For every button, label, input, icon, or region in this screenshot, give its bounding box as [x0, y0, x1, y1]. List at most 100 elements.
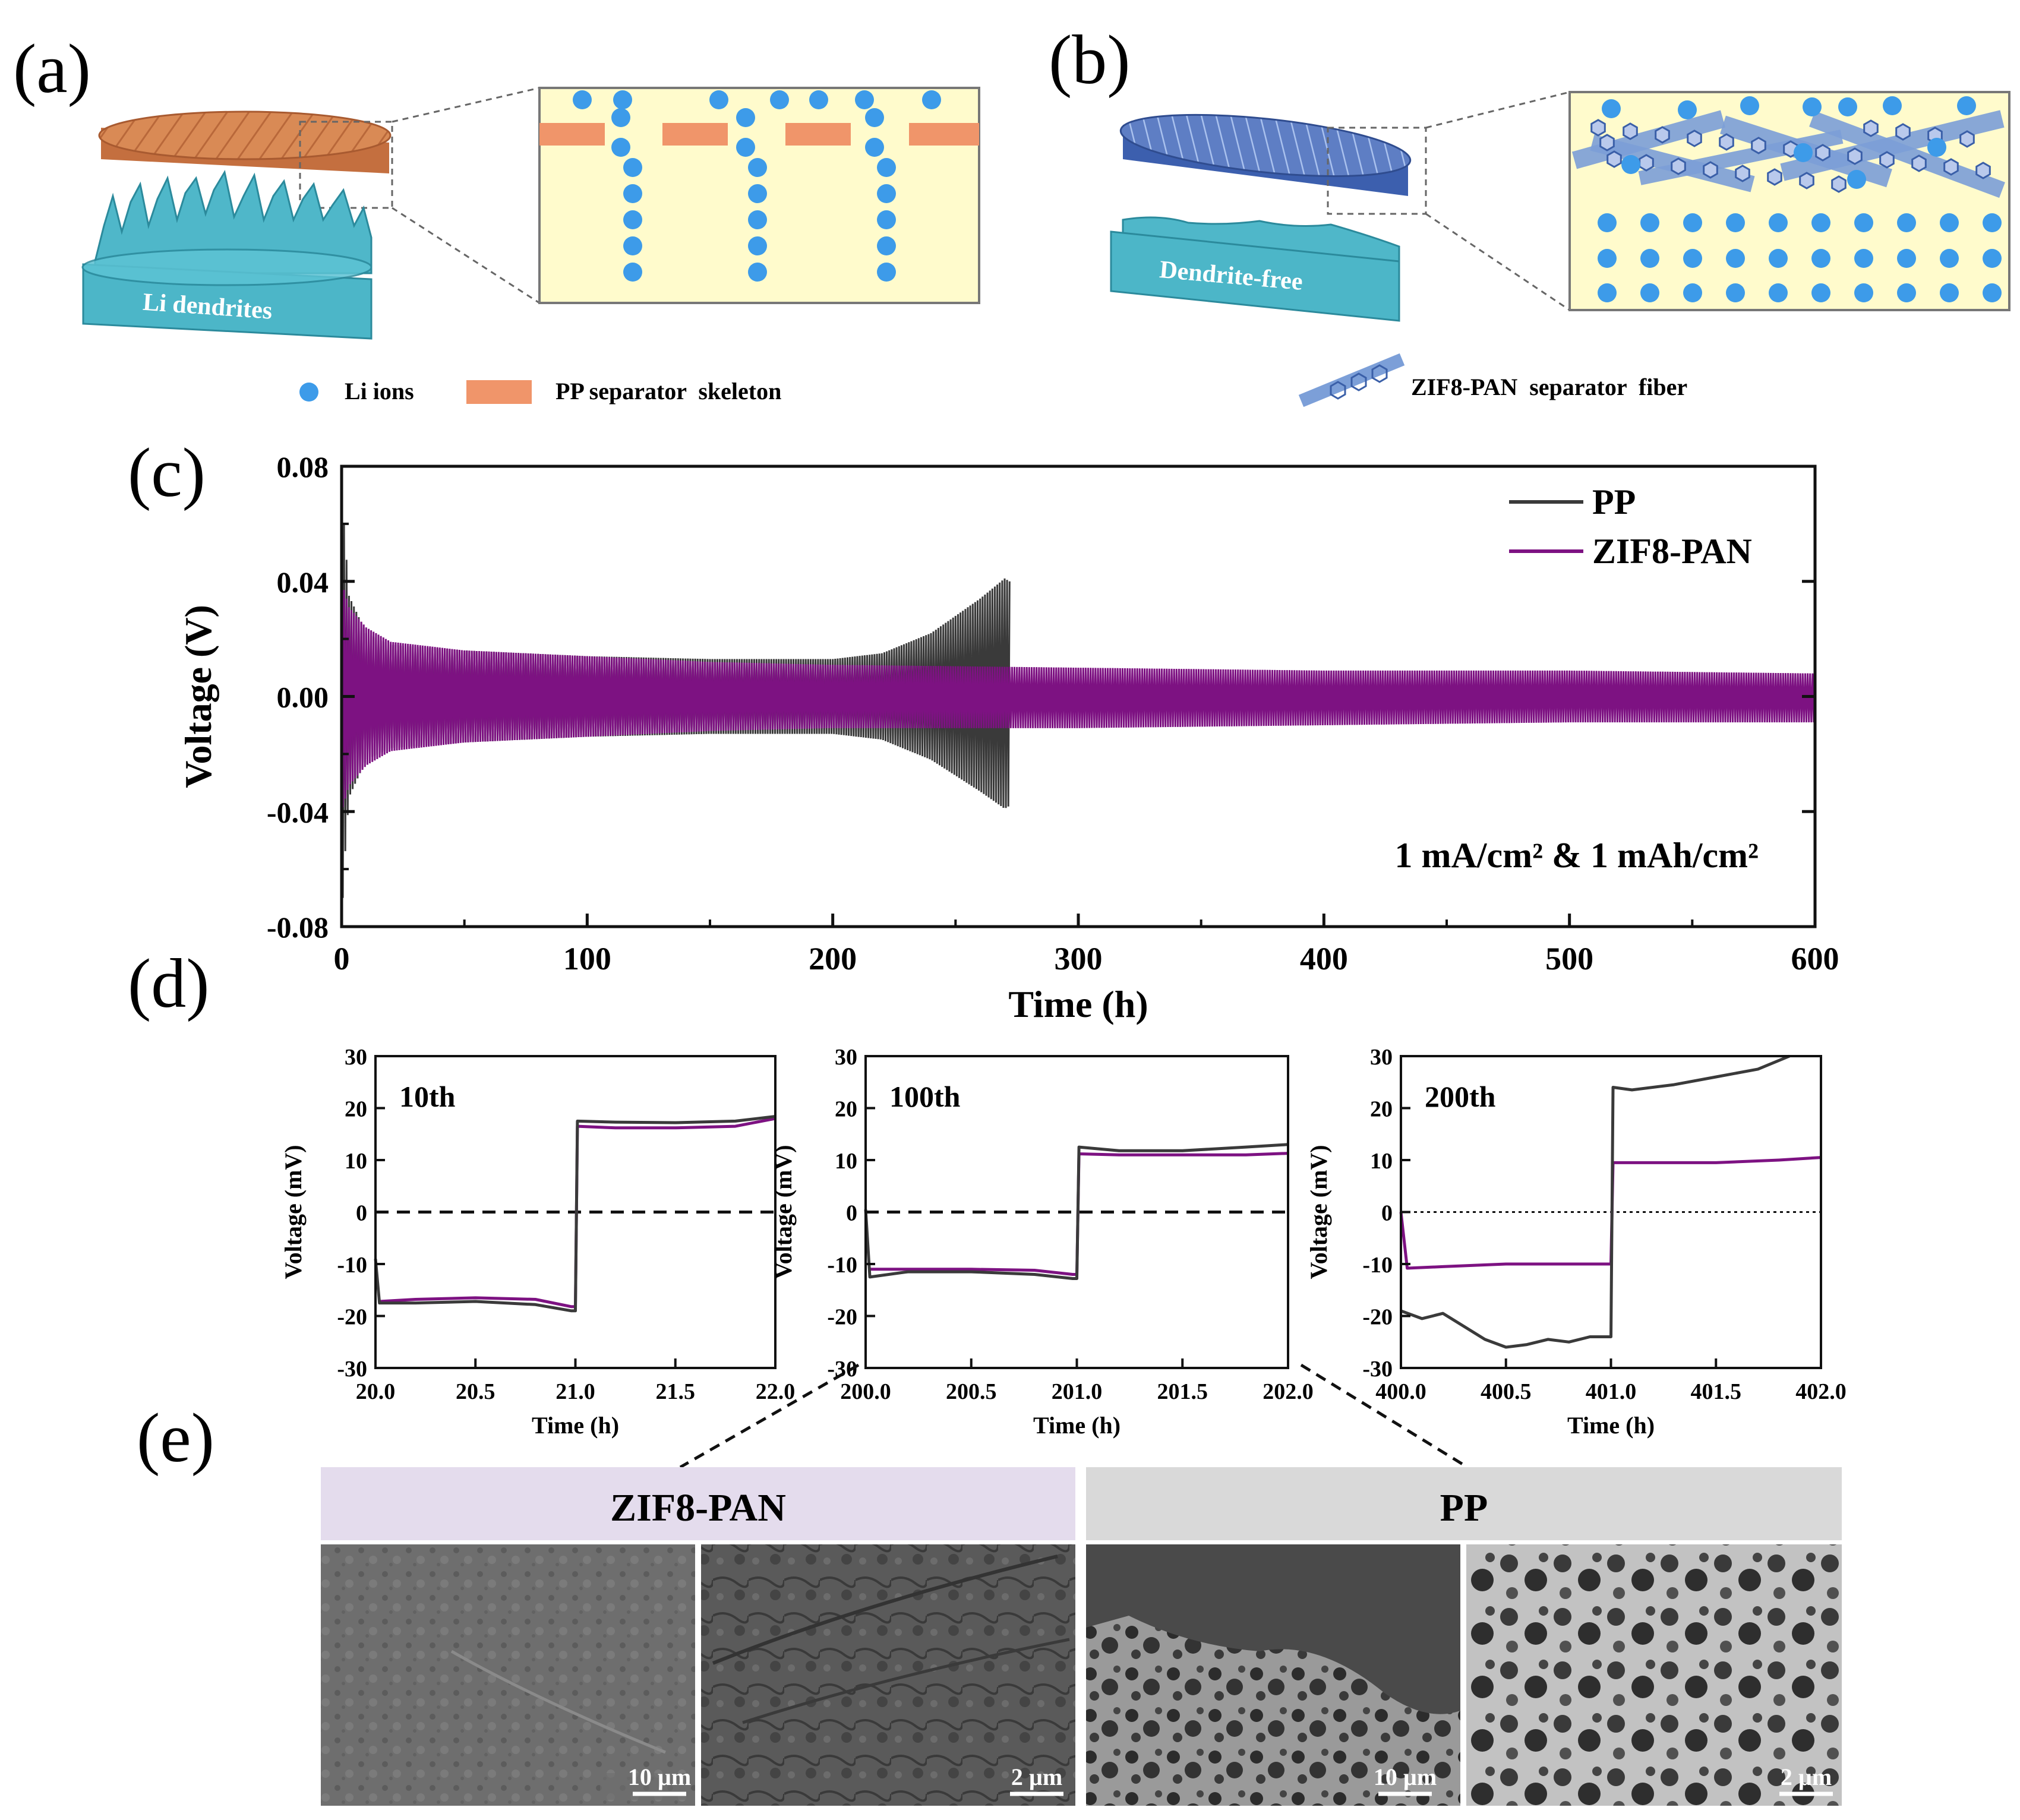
panel-d-letter: (d)	[128, 944, 210, 1022]
x-axis-label: Time (h)	[1033, 1412, 1121, 1439]
x-tick-label: 21.0	[556, 1379, 595, 1404]
y-tick-label: 0.04	[277, 565, 329, 599]
x-tick-label: 401.0	[1586, 1379, 1637, 1404]
y-axis-label: Voltage (mV)	[1305, 1145, 1332, 1279]
zif8-hexagon	[1911, 154, 1927, 172]
y-axis-label: Voltage (mV)	[280, 1145, 307, 1279]
zoom-line-a-top	[392, 87, 540, 123]
li-ion-dot	[709, 90, 728, 109]
zif8-hexagon	[1671, 157, 1686, 175]
li-ion-dot	[1940, 283, 1959, 302]
x-tick-label: 400	[1300, 941, 1348, 977]
li-ion-dot	[1769, 283, 1788, 302]
li-ion-dot	[1794, 143, 1813, 162]
x-tick-label: 400.5	[1481, 1379, 1532, 1404]
legend-a: Li ions PP separator skeleton	[299, 378, 781, 405]
scale-label: 10 µm	[1374, 1764, 1437, 1790]
y-tick-label: 20	[835, 1097, 857, 1122]
zif8-hexagon	[1751, 137, 1766, 154]
cycle-label: 100th	[889, 1080, 961, 1113]
y-axis-label: Voltage (V)	[177, 605, 219, 788]
li-ion-dot	[1811, 249, 1830, 268]
li-ion-dot	[1683, 283, 1702, 302]
li-ion-dot	[1854, 213, 1873, 232]
panel-e-letter: (e)	[137, 1399, 214, 1477]
y-tick-label: 20	[345, 1097, 367, 1122]
li-ion-dot	[623, 236, 642, 255]
li-ion-dot	[748, 158, 767, 177]
li-ion-dot	[736, 108, 755, 127]
y-tick-label: -20	[827, 1305, 857, 1330]
li-ion-dot	[877, 236, 896, 255]
li-ion-dot	[1847, 170, 1866, 189]
pp-skeleton-bar	[909, 123, 979, 146]
li-ion-dot	[1983, 283, 2002, 302]
y-tick-label: 30	[1370, 1045, 1393, 1070]
zif8-hexagon	[1863, 119, 1879, 137]
zif8-hexagon	[1815, 144, 1830, 162]
y-tick-label: 0	[356, 1201, 367, 1226]
li-dendrite-base: Li dendrites	[81, 169, 373, 340]
x-tick-label: 21.5	[656, 1379, 696, 1404]
pp-skeleton-bar	[539, 123, 605, 146]
y-tick-label: 30	[345, 1045, 367, 1070]
y-tick-label: 10	[1370, 1149, 1393, 1174]
li-ion-dot	[1897, 283, 1916, 302]
legend-pp-skeleton: PP separator skeleton	[556, 378, 781, 405]
li-ion-dot	[748, 210, 767, 229]
pp-title: PP	[1440, 1486, 1488, 1530]
legend-zif8-pan-fiber: ZIF8-PAN separator fiber	[1411, 374, 1687, 400]
zif8-hexagon	[1895, 123, 1911, 141]
zif8-hexagon	[1623, 122, 1638, 140]
zif8-hexagon	[1879, 151, 1895, 169]
li-ion-dot	[855, 90, 874, 109]
li-ion-dot	[1621, 155, 1640, 174]
x-tick-label: 500	[1545, 941, 1593, 977]
zif8-pan-title: ZIF8-PAN	[610, 1486, 786, 1530]
zif8-pan-voltage-trace	[340, 581, 1816, 808]
zoom-view-pp	[538, 87, 980, 304]
li-ion-dot	[748, 263, 767, 282]
li-ion-dot	[877, 158, 896, 177]
zif8-hexagon	[1639, 154, 1654, 172]
legend-label: PP	[1592, 482, 1636, 522]
li-ion-dot	[1640, 283, 1659, 302]
li-ion-dot	[809, 90, 828, 109]
sem-zif8-pan-10um: 10 µm	[321, 1544, 695, 1806]
li-ion-dot	[1803, 97, 1822, 116]
x-tick-label: 402.0	[1795, 1379, 1847, 1404]
li-ion-dot	[1811, 213, 1830, 232]
li-ion-dot	[1726, 213, 1745, 232]
x-tick-label: 202.0	[1262, 1379, 1314, 1404]
zif8-pan-voltage-trace	[1399, 1156, 1822, 1270]
panel-a-letter: (a)	[13, 30, 91, 108]
li-ion-dot	[1598, 213, 1617, 232]
dendrite-free-base: Dendrite-free	[1110, 216, 1400, 322]
pp-header	[1086, 1467, 1842, 1540]
y-tick-label: -10	[827, 1253, 857, 1278]
voltage-profile-chart: 0 100 200 300 400 500 600 0.08 0.04 0.00 -0.04 -0.0…	[177, 450, 1839, 1025]
zif8-hexagon	[1599, 134, 1615, 151]
x-tick-label: 201.5	[1157, 1379, 1208, 1404]
cycle-100th-chart: 200.0 200.5 201.0 201.5 202.03020100-10-20-3…	[770, 1045, 1314, 1439]
li-ion-dot	[1897, 249, 1916, 268]
panel-a: (a) Li dendrites	[13, 30, 980, 405]
zif8-pan-fiber	[1571, 110, 1726, 169]
li-ion-dot	[865, 138, 884, 157]
zif8-hexagon	[1687, 129, 1702, 147]
zoom-box-b	[1327, 127, 1427, 215]
y-tick-label: -30	[1362, 1357, 1393, 1382]
li-ion-dot	[1854, 249, 1873, 268]
x-tick-label: 22.0	[756, 1379, 796, 1404]
x-tick-label: 20.5	[456, 1379, 495, 1404]
x-tick-label: 300	[1055, 941, 1103, 977]
li-ion-dot	[613, 90, 632, 109]
li-ion-dot	[623, 263, 642, 282]
pp-skeleton-bar	[785, 123, 851, 146]
pp-voltage-trace	[1400, 1054, 1790, 1349]
li-ion-dot	[1726, 249, 1745, 268]
li-ion-dot	[865, 108, 884, 127]
legend-b: ZIF8-PAN separator fiber	[1298, 353, 1687, 407]
zoom-line-b-top	[1425, 91, 1570, 129]
